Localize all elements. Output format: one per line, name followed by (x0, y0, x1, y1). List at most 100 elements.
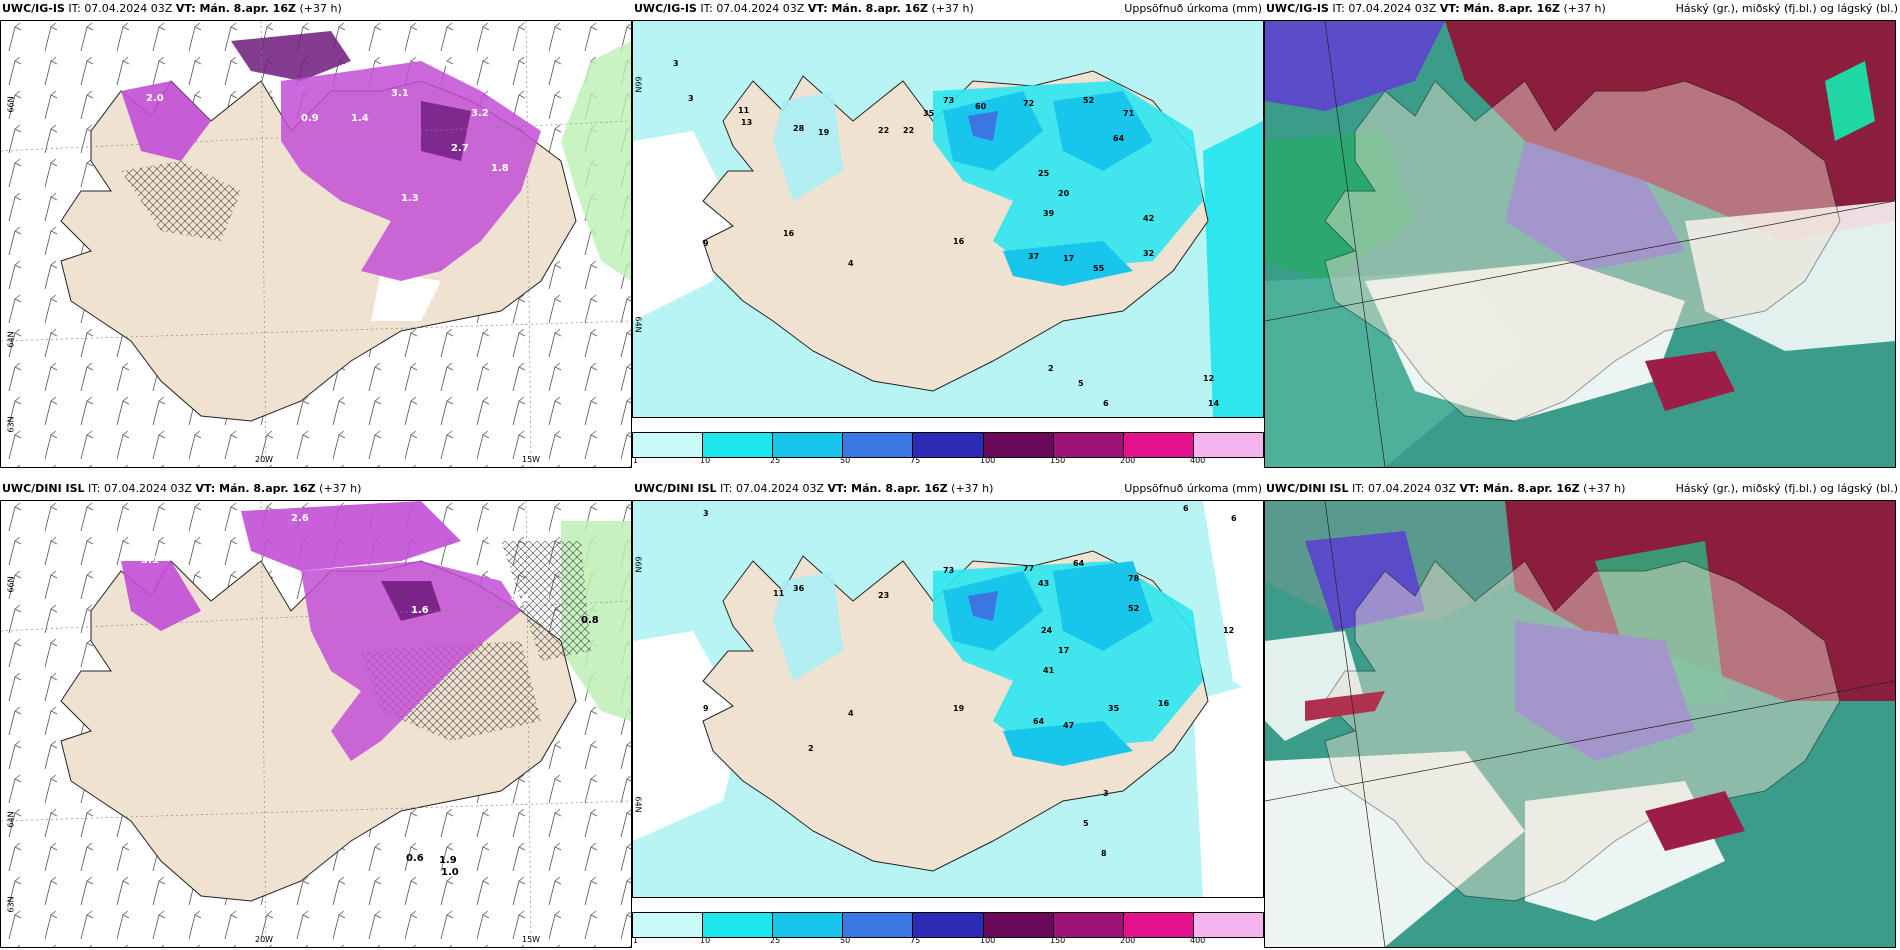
legend-swatch (773, 913, 844, 937)
panel-right-title: Háský (gr.), miðský (fj.bl.) og lágský (… (1675, 2, 1898, 15)
value-label: 3.1 (391, 88, 409, 99)
value-label: 2 (808, 744, 814, 753)
value-label: 35 (923, 109, 935, 118)
legend-swatch (633, 433, 704, 457)
panel-title: UWC/IG-IS IT: 07.04.2024 03Z VT: Mán. 8.… (2, 2, 342, 15)
value-label: 0.8 (581, 615, 599, 626)
legend-tick: 100 (980, 936, 996, 945)
legend-swatch (773, 433, 844, 457)
map-precipitation[interactable]: 3 6 6 11 36 23 73 77 43 64 78 52 24 17 4… (632, 500, 1264, 898)
value-label: 22 (878, 126, 889, 135)
value-label: 37 (1028, 252, 1039, 261)
value-label: 2.7 (451, 143, 469, 154)
legend-swatch (1193, 913, 1263, 937)
legend-tick: 50 (840, 936, 851, 945)
panel-row2-clouds: UWC/DINI ISL IT: 07.04.2024 03Z VT: Mán.… (1264, 480, 1900, 950)
legend-swatch (1053, 913, 1124, 937)
value-label: 19 (953, 704, 965, 713)
lon-label: 20W (255, 935, 274, 944)
panel-row1-wind-snow: UWC/IG-IS IT: 07.04.2024 03Z VT: Mán. 8.… (0, 0, 632, 470)
lon-label: 15W (522, 455, 541, 464)
panel-row2-precip: UWC/DINI ISL IT: 07.04.2024 03Z VT: Mán.… (632, 480, 1264, 950)
legend-tick: 25 (770, 936, 781, 945)
legend-tick: 200 (1120, 936, 1136, 945)
value-label: 0.6 (406, 853, 424, 864)
panel-row2-wind-snow: UWC/DINI ISL IT: 07.04.2024 03Z VT: Mán.… (0, 480, 632, 950)
legend-tick: 200 (1120, 456, 1136, 465)
value-label: 72 (1023, 99, 1034, 108)
value-label: 1.5 (431, 58, 449, 69)
legend-tick: 25 (770, 456, 781, 465)
value-label: 41 (1043, 666, 1055, 675)
lon-label: 20W (255, 455, 274, 464)
value-label: 8 (1101, 849, 1107, 858)
value-label: 3 (688, 94, 694, 103)
value-label: 52 (1128, 604, 1139, 613)
value-label: 1.4 (351, 113, 369, 124)
lat-label: 63N (6, 896, 16, 913)
legend-swatch (1053, 433, 1124, 457)
map-wind-snow[interactable]: 2.6 3.1 2.8 1.6 4.0 0.6 1.9 1.0 0.8 (0, 500, 632, 948)
value-label: 3.2 (471, 108, 489, 119)
iceland-land (1324, 80, 1841, 422)
value-label: 4 (848, 709, 854, 718)
legend-swatch (913, 913, 984, 937)
value-label: 3 (673, 59, 679, 68)
legend-tick: 1 (633, 456, 639, 465)
legend-tick: 10 (700, 456, 711, 465)
value-label: 1.9 (439, 855, 457, 866)
value-label: 3.1 (141, 555, 159, 566)
value-label: 20 (1058, 189, 1070, 198)
value-label: 43 (1038, 579, 1049, 588)
legend-tick: 100 (980, 456, 996, 465)
map-clouds[interactable] (1264, 20, 1896, 468)
value-label: 9 (703, 239, 709, 248)
lat-label: 66N (6, 576, 16, 593)
panel-right-title: Uppsöfnuð úrkoma (mm) (1124, 2, 1262, 15)
panel-right-title: Uppsöfnuð úrkoma (mm) (1124, 482, 1262, 495)
legend-swatch (1123, 433, 1194, 457)
precip-colorbar (632, 432, 1264, 458)
map-precipitation[interactable]: 3 3 11 13 28 19 22 22 35 73 60 72 52 71 … (632, 20, 1264, 418)
legend-swatch (983, 913, 1054, 937)
value-label: 1.3 (401, 193, 419, 204)
lat-label: 66N (633, 76, 643, 93)
panel-row1-precip: UWC/IG-IS IT: 07.04.2024 03Z VT: Mán. 8.… (632, 0, 1264, 470)
value-label: 12 (1223, 626, 1234, 635)
legend-swatch (1123, 913, 1194, 937)
legend-swatch (1193, 433, 1263, 457)
value-label: 2.0 (146, 93, 164, 104)
value-label: 78 (1128, 574, 1140, 583)
legend-swatch (703, 433, 774, 457)
value-label: 16 (783, 229, 795, 238)
legend-tick: 150 (1050, 936, 1066, 945)
panel-row1-clouds: UWC/IG-IS IT: 07.04.2024 03Z VT: Mán. 8.… (1264, 0, 1900, 470)
value-label: 2.8 (461, 553, 479, 564)
value-label: 1.8 (491, 163, 509, 174)
legend-tick: 75 (910, 456, 921, 465)
legend-ticks: 1 10 25 50 75 100 150 200 400 (632, 936, 1262, 948)
value-label: 0.9 (301, 113, 319, 124)
value-label: 28 (793, 124, 805, 133)
value-label: 39 (1043, 209, 1055, 218)
map-wind-snow[interactable]: 3.2 3.1 1.5 1.4 2.7 1.3 0.9 2.0 1.8 (0, 20, 632, 468)
panel-title: UWC/IG-IS IT: 07.04.2024 03Z VT: Mán. 8.… (634, 2, 974, 15)
value-label: 3 (1103, 789, 1109, 798)
panel-title: UWC/DINI ISL IT: 07.04.2024 03Z VT: Mán.… (2, 482, 362, 495)
value-label: 1.6 (411, 605, 429, 616)
value-label: 35 (1108, 704, 1120, 713)
lat-label: 64N (633, 316, 643, 333)
value-label: 4.0 (511, 593, 529, 604)
value-label: 36 (793, 584, 805, 593)
value-label: 52 (1083, 96, 1094, 105)
value-label: 55 (1093, 264, 1105, 273)
map-clouds[interactable] (1264, 500, 1896, 948)
value-label: 64 (1113, 134, 1125, 143)
value-label: 14 (1208, 399, 1220, 408)
value-label: 64 (1033, 717, 1045, 726)
value-label: 3 (703, 509, 709, 518)
precip-colorbar (632, 912, 1264, 938)
lat-label: 66N (6, 96, 16, 113)
lat-label: 64N (6, 331, 16, 348)
value-label: 6 (1231, 514, 1237, 523)
